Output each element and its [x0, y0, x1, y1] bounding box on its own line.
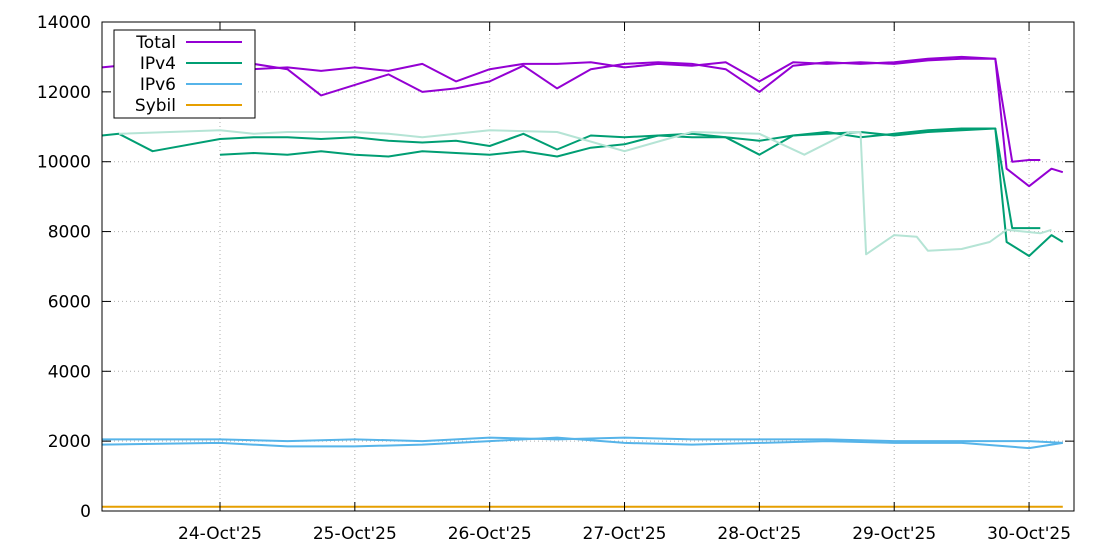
y-tick-label: 10000: [37, 153, 91, 173]
legend-label: Sybil: [135, 96, 176, 116]
legend-label: IPv4: [140, 54, 176, 74]
x-tick-label: 24-Oct'25: [178, 524, 262, 544]
series-line: [101, 436, 1063, 450]
series-line: [118, 129, 1052, 256]
series-line: [101, 55, 1064, 188]
legend-label: Total: [135, 33, 176, 53]
y-tick-label: 2000: [48, 432, 91, 452]
x-axis-ticks: 24-Oct'25 25-Oct'25 26-Oct'25 27-Oct'25 28-O…: [178, 22, 1071, 544]
plot-frame: [101, 21, 1075, 512]
y-tick-label: 12000: [37, 83, 91, 103]
y-tick-label: 0: [80, 502, 91, 522]
legend-box: [113, 29, 256, 119]
legend-label: IPv6: [140, 75, 176, 95]
x-tick-label: 30-Oct'25: [987, 524, 1071, 544]
y-tick-label: 4000: [48, 362, 91, 382]
y-tick-label: 6000: [48, 292, 91, 312]
x-tick-label: 25-Oct'25: [313, 524, 397, 544]
x-tick-label: 28-Oct'25: [717, 524, 801, 544]
grid: [102, 22, 1074, 511]
x-tick-label: 27-Oct'25: [583, 524, 667, 544]
y-axis-ticks: 0 2000 4000 6000 8000 10000 12000 14000: [37, 13, 1074, 522]
y-tick-label: 8000: [48, 223, 91, 243]
series-line: [219, 57, 1041, 163]
series-lines: [101, 55, 1064, 508]
y-tick-label: 14000: [37, 13, 91, 33]
plot-border: [101, 21, 1075, 512]
series-line: [102, 436, 1063, 444]
series-line: [219, 127, 1041, 230]
series-line: [101, 127, 1064, 257]
x-tick-label: 26-Oct'25: [448, 524, 532, 544]
x-tick-label: 29-Oct'25: [852, 524, 936, 544]
